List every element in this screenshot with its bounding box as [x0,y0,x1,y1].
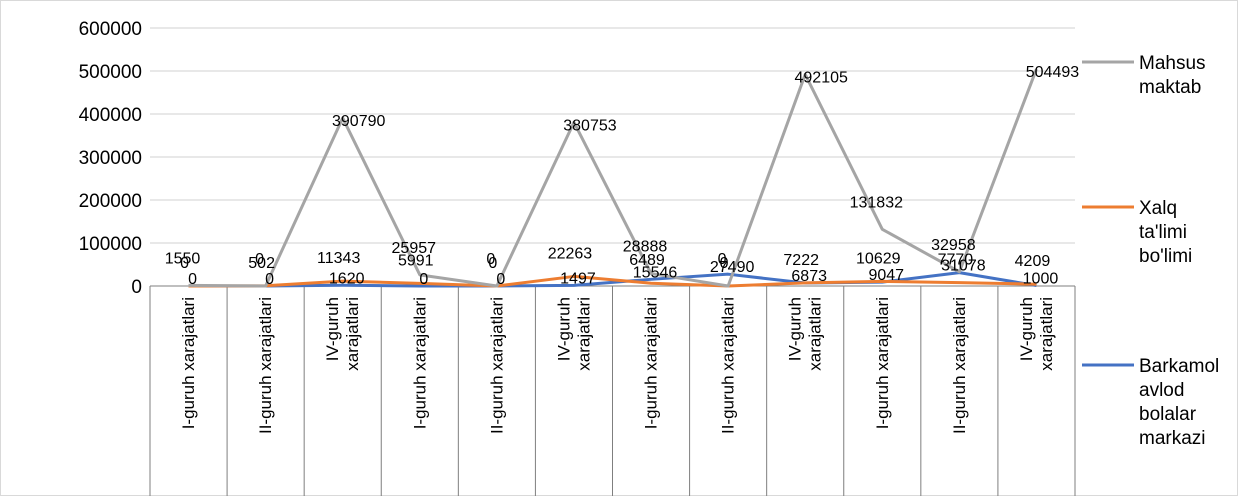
legend-label: Xalq [1139,198,1177,219]
data-label: 0 [255,251,264,268]
data-label: 0 [496,271,505,288]
data-label: 25957 [392,240,437,257]
legend-label: avlod [1139,380,1184,401]
y-tick-label: 600000 [79,19,142,40]
x-tick-label: xarajatlari [574,297,593,371]
data-label: 6873 [791,268,827,285]
data-label: 0 [486,251,495,268]
legend-label: Mahsus [1139,53,1206,74]
data-label: 31078 [941,258,986,275]
data-label: 1550 [165,250,201,267]
data-label: 390790 [332,113,385,130]
y-tick-label: 100000 [79,234,142,255]
x-tick-label: I-guruh xarajatlari [873,297,892,429]
data-label: 504493 [1026,64,1079,81]
legend-label: markazi [1139,428,1206,449]
legend-label: maktab [1139,77,1201,98]
data-label: 1497 [560,270,596,287]
data-label: 22263 [548,245,593,262]
y-tick-label: 400000 [79,105,142,126]
data-label: 0 [180,255,189,272]
data-label: 11343 [317,250,360,267]
series-lines [188,68,1038,288]
series-line [188,274,1037,288]
legend: Mahsus maktab Xalq ta'limi bo'limi Barkamol av… [1082,53,1219,449]
x-tick-label: II-guruh xarajatlari [950,297,969,434]
x-tick-label: xarajatlari [1037,297,1056,371]
x-tick-label: IV-guruh [1017,297,1036,361]
y-tick-label: 500000 [79,62,142,83]
legend-label: bo'limi [1139,246,1192,267]
data-label: 32958 [931,237,976,254]
data-label: 0 [720,255,729,272]
y-tick-label: 200000 [79,191,142,212]
data-label: 28888 [623,239,668,256]
data-label: 0 [488,255,497,272]
data-label: 9047 [868,267,904,284]
data-label: 7770 [938,252,974,269]
data-label: 1000 [1023,271,1059,288]
y-tick-label: 0 [131,277,142,298]
data-label: 0 [718,251,727,268]
x-tick-label: II-guruh xarajatlari [719,297,738,434]
y-tick-label: 300000 [79,148,142,169]
x-tick-label: II-guruh xarajatlari [487,297,506,434]
category-axis-table: I-guruh xarajatlari II-guruh xarajatlari I… [149,285,1076,496]
x-tick-label: xarajatlari [343,297,362,371]
legend-label: ta'limi [1139,222,1187,243]
data-label: 131832 [850,194,903,211]
legend-label: Barkamol [1139,356,1219,377]
x-tick-label: I-guruh xarajatlari [179,297,198,429]
value-axis-ticks: 0 100000 200000 300000 400000 500000 600000 [79,19,142,298]
x-tick-label: II-guruh xarajatlari [256,297,275,434]
data-labels: 1550 039079025957038075328888049210513183… [165,64,1080,288]
series-line [188,68,1038,288]
data-label: 15546 [633,264,678,281]
data-label: 0 [265,271,274,288]
data-label: 10629 [856,250,901,267]
data-label: 0 [188,271,197,288]
data-label: 7222 [783,252,819,269]
x-tick-label: I-guruh xarajatlari [642,297,661,429]
data-label: 492105 [795,69,848,86]
data-label: 380753 [563,117,616,134]
x-tick-label: IV-guruh [554,297,573,361]
legend-label: bolalar [1139,404,1197,425]
x-tick-label: IV-guruh [786,297,805,361]
data-label: 5991 [398,252,434,269]
x-tick-label: IV-guruh [323,297,342,361]
data-label: 4209 [1015,253,1051,270]
x-tick-label: I-guruh xarajatlari [410,297,429,429]
x-tick-label: xarajatlari [806,297,825,371]
data-label: 27490 [710,259,755,276]
data-label: 6489 [629,252,665,269]
data-label: 0 [419,271,428,288]
data-label: 1620 [329,270,365,287]
data-label: 502 [248,255,275,272]
